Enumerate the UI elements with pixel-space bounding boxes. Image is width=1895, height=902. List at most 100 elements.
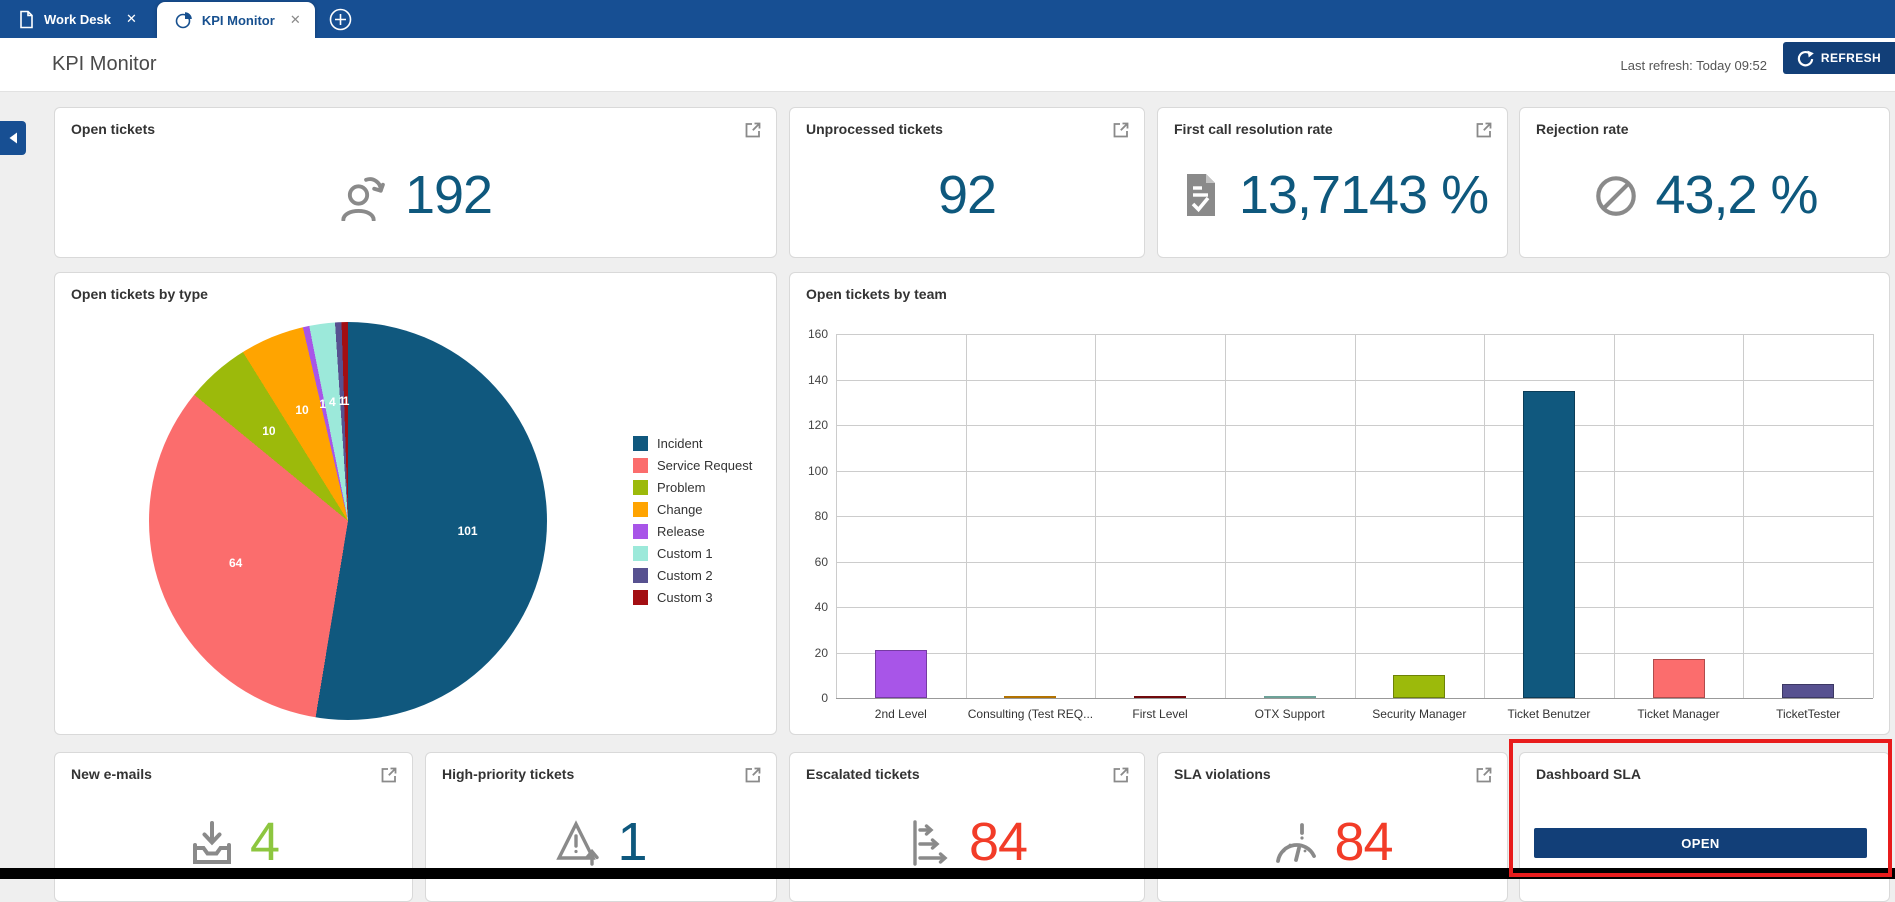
open-in-new-window-icon[interactable]	[1474, 765, 1494, 785]
kpi-card-new-emails: New e-mails 4	[54, 752, 413, 902]
kpi-value: 84	[1334, 812, 1393, 872]
bar[interactable]	[1522, 390, 1575, 698]
legend-label: Problem	[657, 480, 706, 495]
kpi-value: 43,2 %	[1655, 164, 1818, 225]
legend-item: Custom 1	[633, 546, 752, 561]
bar[interactable]	[1393, 675, 1446, 698]
kpi-card-sla-violations: SLA violations 84	[1157, 752, 1508, 902]
grid-line-v	[1484, 334, 1486, 698]
pie-slice-label: 1	[338, 394, 346, 409]
grid-line-v	[1224, 334, 1226, 698]
pie-slice-label: 101	[457, 523, 478, 538]
x-category-label: TicketTester	[1776, 707, 1841, 721]
open-in-new-window-icon[interactable]	[1111, 765, 1131, 785]
tab-work-desk[interactable]: Work Desk ✕	[0, 0, 151, 38]
legend-item: Custom 2	[633, 568, 752, 583]
card-title: Rejection rate	[1536, 121, 1629, 137]
card-title: Unprocessed tickets	[806, 121, 943, 137]
gauge-alert-icon	[1272, 818, 1320, 866]
legend-item: Service Request	[633, 458, 752, 473]
open-in-new-window-icon[interactable]	[743, 120, 763, 140]
kpi-card-open-tickets: Open tickets 192	[54, 107, 777, 258]
bar-column: Consulting (Test REQ...	[966, 334, 1096, 721]
open-in-new-window-icon[interactable]	[743, 765, 763, 785]
document-check-icon	[1177, 171, 1225, 219]
close-icon[interactable]: ✕	[289, 12, 301, 27]
person-refresh-icon	[339, 169, 391, 221]
kpi-value: 192	[404, 164, 493, 225]
legend-item: Custom 3	[633, 590, 752, 605]
y-tick-label: 100	[807, 463, 828, 478]
x-category-label: Ticket Manager	[1637, 707, 1720, 721]
kpi-card-rejection-rate: Rejection rate 43,2 %	[1519, 107, 1890, 258]
open-dashboard-button[interactable]: OPEN	[1534, 828, 1867, 858]
y-tick-label: 60	[814, 554, 828, 569]
grid-line-v	[1873, 334, 1874, 698]
bar[interactable]	[1782, 684, 1835, 698]
chart-title: Open tickets by team	[806, 286, 947, 302]
legend-swatch	[633, 524, 648, 539]
x-category-label: 2nd Level	[874, 707, 927, 721]
chart-card-tickets-by-team: Open tickets by team 0 20 40 60 80 100 120 140 1…	[789, 272, 1890, 735]
bar-column: Ticket Manager	[1614, 334, 1744, 721]
chevron-left-icon	[7, 131, 19, 145]
tab-kpi-monitor[interactable]: KPI Monitor ✕	[156, 2, 315, 38]
pie-chart[interactable]: 101 64 10 10 1 4 1 1	[149, 322, 547, 720]
grid-line-v	[1613, 334, 1615, 698]
prohibited-icon	[1591, 170, 1641, 220]
bar[interactable]	[1263, 695, 1316, 698]
open-in-new-window-icon[interactable]	[1474, 120, 1494, 140]
x-category-label: Security Manager	[1372, 707, 1467, 721]
legend-label: Change	[657, 502, 703, 517]
grid-line-v	[1095, 334, 1097, 698]
new-tab-button[interactable]	[329, 8, 352, 31]
document-icon	[18, 10, 35, 29]
tab-label: Work Desk	[44, 11, 111, 27]
bar[interactable]	[1652, 659, 1705, 698]
open-in-new-window-icon[interactable]	[1111, 120, 1131, 140]
kpi-value: 4	[249, 812, 280, 872]
bar[interactable]	[1004, 695, 1057, 698]
grid-line-v	[1354, 334, 1356, 698]
card-title: First call resolution rate	[1174, 121, 1333, 137]
pie-slice-label: 64	[229, 556, 243, 571]
x-category-label: First Level	[1132, 707, 1188, 721]
screen-edge-bar	[0, 868, 1895, 879]
pie-slice-label: 10	[295, 403, 309, 418]
y-tick-label: 120	[807, 418, 828, 432]
grid-line-h	[836, 698, 1873, 699]
x-category-label: Ticket Benutzer	[1507, 707, 1591, 721]
y-tick-label: 160	[807, 327, 828, 341]
refresh-button[interactable]: REFRESH	[1783, 42, 1895, 74]
pie-chart-icon	[175, 11, 193, 29]
legend-label: Custom 1	[657, 546, 713, 561]
legend-swatch	[633, 568, 648, 583]
y-tick-label: 40	[814, 600, 828, 614]
legend-swatch	[633, 590, 648, 605]
chart-title: Open tickets by type	[71, 286, 208, 302]
legend-item: Change	[633, 502, 752, 517]
bar-column: TicketTester	[1743, 334, 1873, 721]
open-in-new-window-icon[interactable]	[379, 765, 399, 785]
pie-slice-label: 10	[262, 423, 276, 438]
x-category-label: OTX Support	[1254, 707, 1325, 721]
bar[interactable]	[874, 650, 927, 698]
pie-slice-label: 1	[342, 394, 350, 409]
card-title: High-priority tickets	[442, 766, 575, 782]
x-category-label: Consulting (Test REQ...	[967, 707, 1094, 721]
kpi-value: 92	[937, 164, 997, 225]
sidebar-collapse-button[interactable]	[0, 121, 26, 155]
close-icon[interactable]: ✕	[125, 11, 137, 26]
card-title: New e-mails	[71, 766, 152, 782]
legend-swatch	[633, 502, 648, 517]
card-title: SLA violations	[1174, 766, 1271, 782]
page-title: KPI Monitor	[52, 53, 157, 75]
legend-item: Release	[633, 524, 752, 539]
legend-swatch	[633, 458, 648, 473]
refresh-icon	[1797, 50, 1814, 67]
bar[interactable]	[1134, 695, 1187, 698]
kpi-value: 84	[968, 812, 1028, 872]
grid-line-v	[1743, 334, 1745, 698]
legend-item: Incident	[633, 436, 752, 451]
kpi-card-escalated-tickets: Escalated tickets 84	[789, 752, 1145, 902]
